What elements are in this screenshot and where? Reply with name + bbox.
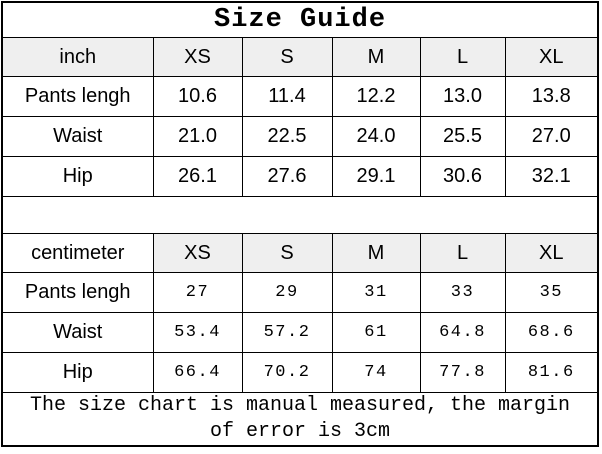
measurement-value: 53.4	[152, 312, 243, 353]
measurement-value: 29	[241, 272, 333, 313]
measurement-value: 77.8	[419, 352, 506, 393]
measurement-value: 25.5	[419, 116, 506, 157]
measurement-value: 11.4	[241, 76, 333, 117]
table-row: Waist 53.4 57.2 61 64.8 68.6	[1, 312, 599, 353]
size-header-xs: XS	[152, 233, 243, 273]
measurement-value: 30.6	[419, 156, 506, 197]
size-header-xs: XS	[152, 37, 243, 77]
size-header-m: M	[331, 233, 421, 273]
measurement-value: 27.0	[504, 116, 599, 157]
measurement-value: 27.6	[241, 156, 333, 197]
measurement-value: 13.8	[504, 76, 599, 117]
measurement-value: 26.1	[152, 156, 243, 197]
page-title: Size Guide	[1, 1, 599, 38]
measurement-value: 12.2	[331, 76, 421, 117]
measurement-value: 74	[331, 352, 421, 393]
inch-header-row: inch XS S M L XL	[1, 37, 599, 77]
measurement-value: 81.6	[504, 352, 599, 393]
title-row: Size Guide	[1, 1, 599, 38]
size-header-l: L	[419, 233, 506, 273]
measurement-value: 68.6	[504, 312, 599, 353]
measurement-value: 64.8	[419, 312, 506, 353]
measurement-label: Pants lengh	[1, 272, 154, 313]
size-header-s: S	[241, 233, 333, 273]
measurement-value: 32.1	[504, 156, 599, 197]
measurement-label: Waist	[1, 312, 154, 353]
size-header-m: M	[331, 37, 421, 77]
measurement-value: 61	[331, 312, 421, 353]
unit-header-centimeter: centimeter	[1, 233, 154, 273]
footer-note-text: The size chart is manual measured, the m…	[29, 394, 571, 443]
measurement-value: 57.2	[241, 312, 333, 353]
measurement-label: Hip	[1, 156, 154, 197]
measurement-label: Hip	[1, 352, 154, 393]
size-guide-table: Size Guide inch XS S M L XL Pants lengh …	[1, 1, 600, 447]
measurement-value: 29.1	[331, 156, 421, 197]
measurement-value: 66.4	[152, 352, 243, 393]
measurement-value: 13.0	[419, 76, 506, 117]
spacer-cell	[1, 196, 599, 234]
measurement-value: 35	[504, 272, 599, 313]
table-row: Pants lengh 27 29 31 33 35	[1, 272, 599, 313]
measurement-value: 21.0	[152, 116, 243, 157]
measurement-label: Waist	[1, 116, 154, 157]
size-header-l: L	[419, 37, 506, 77]
measurement-value: 33	[419, 272, 506, 313]
footer-note: The size chart is manual measured, the m…	[1, 392, 599, 447]
measurement-label: Pants lengh	[1, 76, 154, 117]
size-header-s: S	[241, 37, 333, 77]
table-row: Pants lengh 10.6 11.4 12.2 13.0 13.8	[1, 76, 599, 117]
spacer-row	[1, 196, 599, 234]
unit-header-inch: inch	[1, 37, 154, 77]
table-row: Hip 26.1 27.6 29.1 30.6 32.1	[1, 156, 599, 197]
size-header-xl: XL	[504, 37, 599, 77]
footer-row: The size chart is manual measured, the m…	[1, 392, 599, 447]
measurement-value: 70.2	[241, 352, 333, 393]
table-row: Waist 21.0 22.5 24.0 25.5 27.0	[1, 116, 599, 157]
table-row: Hip 66.4 70.2 74 77.8 81.6	[1, 352, 599, 393]
size-header-xl: XL	[504, 233, 599, 273]
measurement-value: 10.6	[152, 76, 243, 117]
measurement-value: 22.5	[241, 116, 333, 157]
measurement-value: 31	[331, 272, 421, 313]
measurement-value: 24.0	[331, 116, 421, 157]
measurement-value: 27	[152, 272, 243, 313]
cm-header-row: centimeter XS S M L XL	[1, 233, 599, 273]
